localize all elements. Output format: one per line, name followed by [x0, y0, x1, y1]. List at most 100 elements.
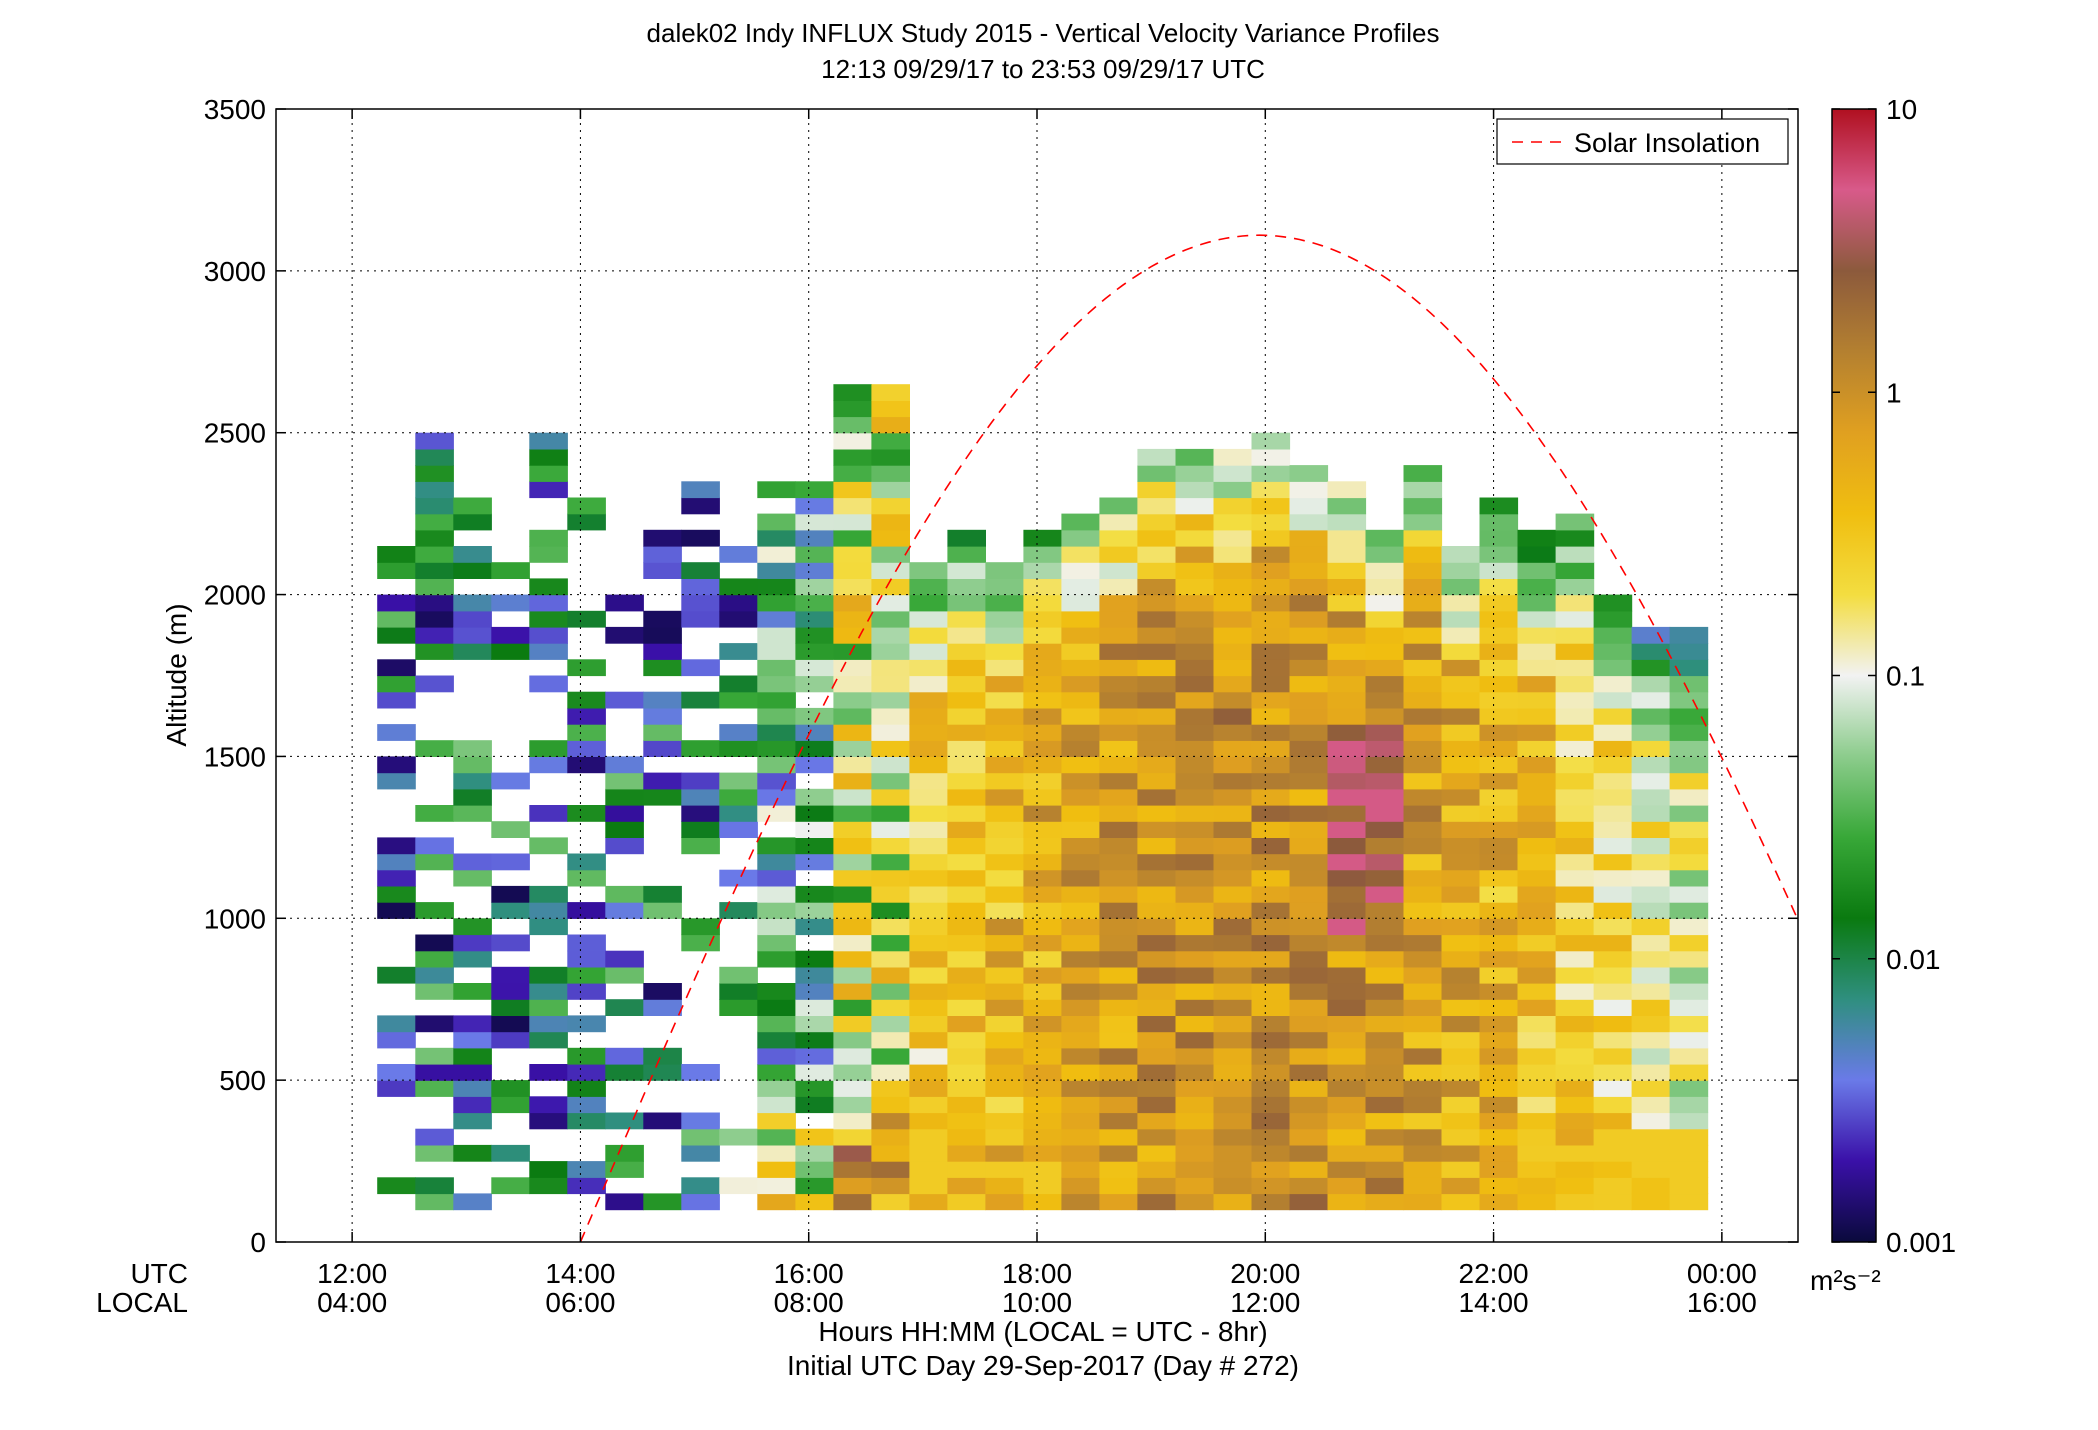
heatmap-cell [1517, 885, 1557, 903]
heatmap-cell [453, 756, 492, 774]
heatmap-cell [833, 432, 872, 450]
heatmap-cell [1061, 1177, 1100, 1195]
heatmap-cell [491, 999, 530, 1016]
heatmap-cell [1555, 594, 1595, 612]
heatmap-cell [833, 950, 872, 968]
heatmap-cell [1175, 529, 1215, 547]
heatmap-cell [1289, 529, 1329, 547]
heatmap-cell [1403, 513, 1443, 531]
heatmap-cell [1175, 1161, 1215, 1178]
heatmap-cell [491, 821, 530, 838]
heatmap-cell [1555, 562, 1595, 579]
heatmap-cell [377, 1015, 416, 1033]
heatmap-cell [909, 1015, 948, 1033]
heatmap-cell [1251, 788, 1291, 806]
heatmap-cell [1175, 885, 1215, 903]
heatmap-cell [1365, 918, 1405, 936]
heatmap-cell [1061, 837, 1100, 855]
x-axis-ticks: 12:0004:0014:0006:0016:0008:0018:0010:00… [317, 109, 1757, 1318]
heatmap-cell [1593, 821, 1633, 838]
x-tick-label-utc: 18:00 [1002, 1258, 1072, 1289]
heatmap-cell [377, 1064, 416, 1081]
heatmap-cell [909, 740, 948, 757]
colorbar-tick-label: 1 [1886, 377, 1902, 408]
heatmap-cell [681, 934, 720, 952]
heatmap-cell [1061, 772, 1100, 790]
heatmap-cell [1479, 1015, 1519, 1033]
heatmap-cell [1251, 853, 1291, 871]
heatmap-cell [1137, 966, 1176, 984]
heatmap-cell [757, 513, 796, 531]
heatmap-cell [1669, 1144, 1709, 1162]
heatmap-cell [1327, 626, 1367, 644]
heatmap-cell [1137, 578, 1176, 596]
heatmap-cell [1631, 999, 1671, 1016]
heatmap-cell [1099, 1015, 1138, 1033]
heatmap-cell [757, 529, 796, 547]
heatmap-cell [567, 513, 606, 531]
heatmap-cell [947, 1112, 986, 1130]
heatmap-cell [1365, 934, 1405, 952]
heatmap-cell [1213, 513, 1253, 531]
heatmap-cell [909, 1128, 948, 1146]
heatmap-cell [1213, 1015, 1253, 1033]
heatmap-cell [377, 675, 416, 693]
heatmap-cell [1669, 837, 1709, 855]
heatmap-cell [1099, 740, 1138, 757]
heatmap-cell [1213, 740, 1253, 757]
heatmap-cell [909, 756, 948, 774]
heatmap-cell [377, 869, 416, 887]
heatmap-cell [1061, 546, 1100, 563]
heatmap-cell [1479, 788, 1519, 806]
heatmap-cell [757, 772, 796, 790]
heatmap-cell [1555, 1015, 1595, 1033]
heatmap-cell [719, 1128, 758, 1146]
heatmap-cell [1137, 497, 1176, 515]
heatmap-cell [1061, 821, 1100, 838]
heatmap-cell [1327, 869, 1367, 887]
heatmap-cell [871, 902, 910, 919]
heatmap-cell [1669, 902, 1709, 919]
heatmap-cell [1023, 594, 1062, 612]
heatmap-cell [1061, 1144, 1100, 1162]
heatmap-cell [909, 1193, 948, 1211]
heatmap-cell [1061, 805, 1100, 822]
heatmap-cell [1099, 497, 1138, 515]
heatmap-cell [757, 1144, 796, 1162]
heatmap-cell [1099, 610, 1138, 628]
heatmap-cell [1213, 1047, 1253, 1065]
heatmap-cell [1289, 902, 1329, 919]
heatmap-cell [1555, 1161, 1595, 1178]
heatmap-cell [1631, 950, 1671, 968]
heatmap-cell [643, 983, 682, 1000]
heatmap-cell [1593, 707, 1633, 725]
colorbar-unit: m²s⁻² [1810, 1265, 1881, 1296]
heatmap-cell [1517, 805, 1557, 822]
heatmap-cell [1099, 691, 1138, 709]
heatmap-cell [1175, 1015, 1215, 1033]
heatmap-cell [1289, 966, 1329, 984]
heatmap-cell [1213, 837, 1253, 855]
heatmap-cell [1251, 1031, 1291, 1049]
heatmap-cell [1593, 691, 1633, 709]
heatmap-cell [833, 529, 872, 547]
heatmap-cell [985, 966, 1024, 984]
heatmap-cell [1479, 837, 1519, 855]
heatmap-cell [1099, 626, 1138, 644]
heatmap-cell [529, 643, 568, 660]
heatmap-cell [1137, 756, 1176, 774]
heatmap-cell [833, 788, 872, 806]
heatmap-cell [1479, 626, 1519, 644]
heatmap-cell [947, 885, 986, 903]
heatmap-cell [1365, 594, 1405, 612]
heatmap-cell [1251, 546, 1291, 563]
heatmap-cell [1669, 675, 1709, 693]
heatmap-cell [1327, 562, 1367, 579]
heatmap-cell [1251, 448, 1291, 466]
heatmap-cell [757, 562, 796, 579]
heatmap-cell [1479, 1096, 1519, 1114]
heatmap-cell [1479, 983, 1519, 1000]
heatmap-cell [491, 594, 530, 612]
heatmap-cell [1175, 772, 1215, 790]
heatmap-cell [643, 626, 682, 644]
